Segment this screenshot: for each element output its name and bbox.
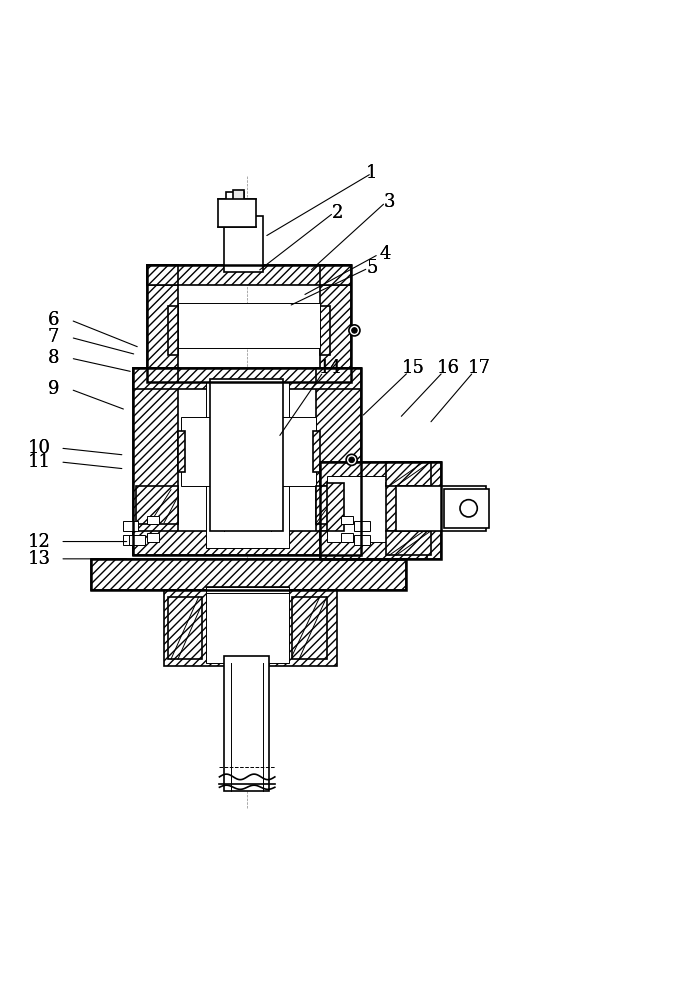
Text: 8: 8 bbox=[47, 349, 59, 367]
Text: 7: 7 bbox=[48, 328, 59, 346]
Polygon shape bbox=[91, 559, 407, 590]
Text: 10: 10 bbox=[28, 439, 51, 457]
Polygon shape bbox=[147, 265, 178, 382]
Bar bbox=[341, 516, 353, 524]
Text: 6: 6 bbox=[47, 311, 59, 329]
Bar bbox=[147, 533, 159, 542]
Polygon shape bbox=[386, 462, 431, 486]
Text: 5: 5 bbox=[366, 259, 377, 277]
Polygon shape bbox=[316, 486, 358, 524]
Bar bbox=[133, 368, 361, 555]
Text: 2: 2 bbox=[332, 204, 343, 222]
Text: 10: 10 bbox=[28, 439, 51, 457]
Polygon shape bbox=[181, 417, 316, 486]
Polygon shape bbox=[133, 368, 178, 555]
Bar bbox=[147, 265, 351, 382]
Polygon shape bbox=[386, 531, 431, 555]
Polygon shape bbox=[316, 368, 361, 555]
Bar bbox=[234, 190, 244, 223]
Circle shape bbox=[346, 454, 357, 465]
Text: 5: 5 bbox=[366, 259, 377, 277]
Text: 16: 16 bbox=[436, 359, 459, 377]
Polygon shape bbox=[133, 531, 361, 555]
Text: 15: 15 bbox=[402, 359, 425, 377]
Text: 9: 9 bbox=[47, 380, 59, 398]
Polygon shape bbox=[133, 368, 361, 389]
Bar bbox=[224, 216, 263, 272]
Polygon shape bbox=[320, 265, 351, 382]
Bar bbox=[178, 303, 320, 348]
Text: 17: 17 bbox=[468, 359, 491, 377]
Polygon shape bbox=[147, 265, 351, 285]
Text: 12: 12 bbox=[28, 533, 51, 551]
Circle shape bbox=[349, 457, 354, 463]
Polygon shape bbox=[320, 462, 441, 486]
Polygon shape bbox=[386, 483, 403, 531]
Text: 13: 13 bbox=[28, 550, 51, 568]
Bar bbox=[206, 382, 288, 548]
Bar bbox=[122, 521, 138, 531]
Polygon shape bbox=[167, 306, 178, 355]
Text: 3: 3 bbox=[383, 193, 395, 211]
Polygon shape bbox=[178, 431, 185, 472]
Text: 11: 11 bbox=[28, 453, 51, 471]
Text: 12: 12 bbox=[28, 533, 51, 551]
Text: 7: 7 bbox=[48, 328, 59, 346]
Circle shape bbox=[352, 328, 357, 333]
Polygon shape bbox=[327, 483, 344, 531]
Text: 16: 16 bbox=[436, 359, 459, 377]
Bar bbox=[122, 535, 138, 545]
Text: 1: 1 bbox=[366, 164, 377, 182]
Text: 13: 13 bbox=[28, 550, 51, 568]
Bar bbox=[211, 379, 283, 531]
Text: 11: 11 bbox=[28, 453, 51, 471]
Polygon shape bbox=[292, 597, 327, 659]
Polygon shape bbox=[427, 462, 441, 559]
Circle shape bbox=[349, 325, 360, 336]
Bar bbox=[354, 535, 370, 545]
Polygon shape bbox=[320, 265, 351, 285]
Bar bbox=[224, 656, 269, 791]
Text: 3: 3 bbox=[383, 193, 395, 211]
Polygon shape bbox=[136, 486, 178, 524]
Text: 8: 8 bbox=[47, 349, 59, 367]
Ellipse shape bbox=[460, 500, 477, 517]
Polygon shape bbox=[147, 265, 178, 285]
Polygon shape bbox=[320, 531, 441, 559]
Bar bbox=[129, 535, 145, 545]
Bar bbox=[341, 533, 353, 542]
Bar bbox=[354, 521, 370, 531]
Text: 17: 17 bbox=[468, 359, 491, 377]
Polygon shape bbox=[164, 590, 337, 666]
Polygon shape bbox=[167, 597, 202, 659]
Polygon shape bbox=[327, 476, 400, 542]
Text: 6: 6 bbox=[47, 311, 59, 329]
Bar bbox=[396, 486, 486, 531]
Polygon shape bbox=[320, 306, 330, 355]
Bar bbox=[218, 199, 256, 227]
Text: 1: 1 bbox=[366, 164, 377, 182]
Bar bbox=[320, 462, 441, 559]
Text: 14: 14 bbox=[319, 359, 342, 377]
Text: 9: 9 bbox=[47, 380, 59, 398]
Text: 15: 15 bbox=[402, 359, 425, 377]
Text: 2: 2 bbox=[332, 204, 343, 222]
Polygon shape bbox=[313, 431, 320, 472]
Bar bbox=[444, 489, 489, 528]
Text: 4: 4 bbox=[380, 245, 391, 263]
Bar bbox=[227, 192, 244, 223]
Bar bbox=[206, 587, 288, 663]
Text: 4: 4 bbox=[380, 245, 391, 263]
Bar bbox=[147, 516, 159, 524]
Text: 14: 14 bbox=[319, 359, 342, 377]
